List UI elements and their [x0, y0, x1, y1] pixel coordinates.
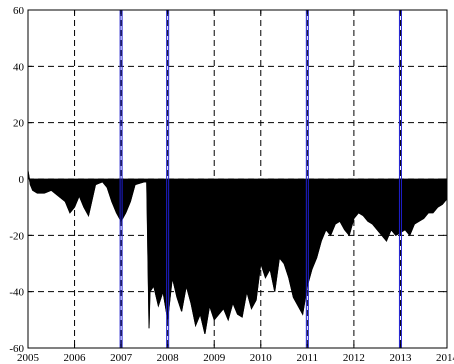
y-tick-label: 40	[13, 61, 25, 73]
x-tick-label: 2005	[17, 352, 40, 364]
axis-ticks	[27, 9, 448, 349]
y-tick-label: 20	[13, 118, 25, 130]
x-tick-label: 2014	[436, 352, 454, 364]
x-tick-label: 2009	[203, 352, 226, 364]
x-tick-label: 2008	[157, 352, 180, 364]
x-tick-label: 2007	[110, 352, 133, 364]
x-tick-label: 2013	[389, 352, 412, 364]
y-tick-label: -60	[9, 343, 24, 355]
series-line	[27, 170, 448, 335]
x-tick-label: 2012	[343, 352, 365, 364]
vertical-markers	[119, 10, 402, 348]
tick-labels: 2005 2006 2007 2008 2009 2010 2011 2012 2013 2014…	[9, 5, 454, 364]
y-tick-label: 60	[13, 5, 25, 17]
y-tick-label: -20	[9, 230, 24, 242]
x-tick-label: 2010	[250, 352, 273, 364]
x-tick-label: 2006	[64, 352, 87, 364]
data-area	[27, 170, 448, 335]
y-tick-label: 0	[19, 174, 25, 186]
series-area	[27, 170, 448, 335]
y-tick-label: -40	[9, 287, 24, 299]
x-tick-label: 2011	[297, 352, 319, 364]
